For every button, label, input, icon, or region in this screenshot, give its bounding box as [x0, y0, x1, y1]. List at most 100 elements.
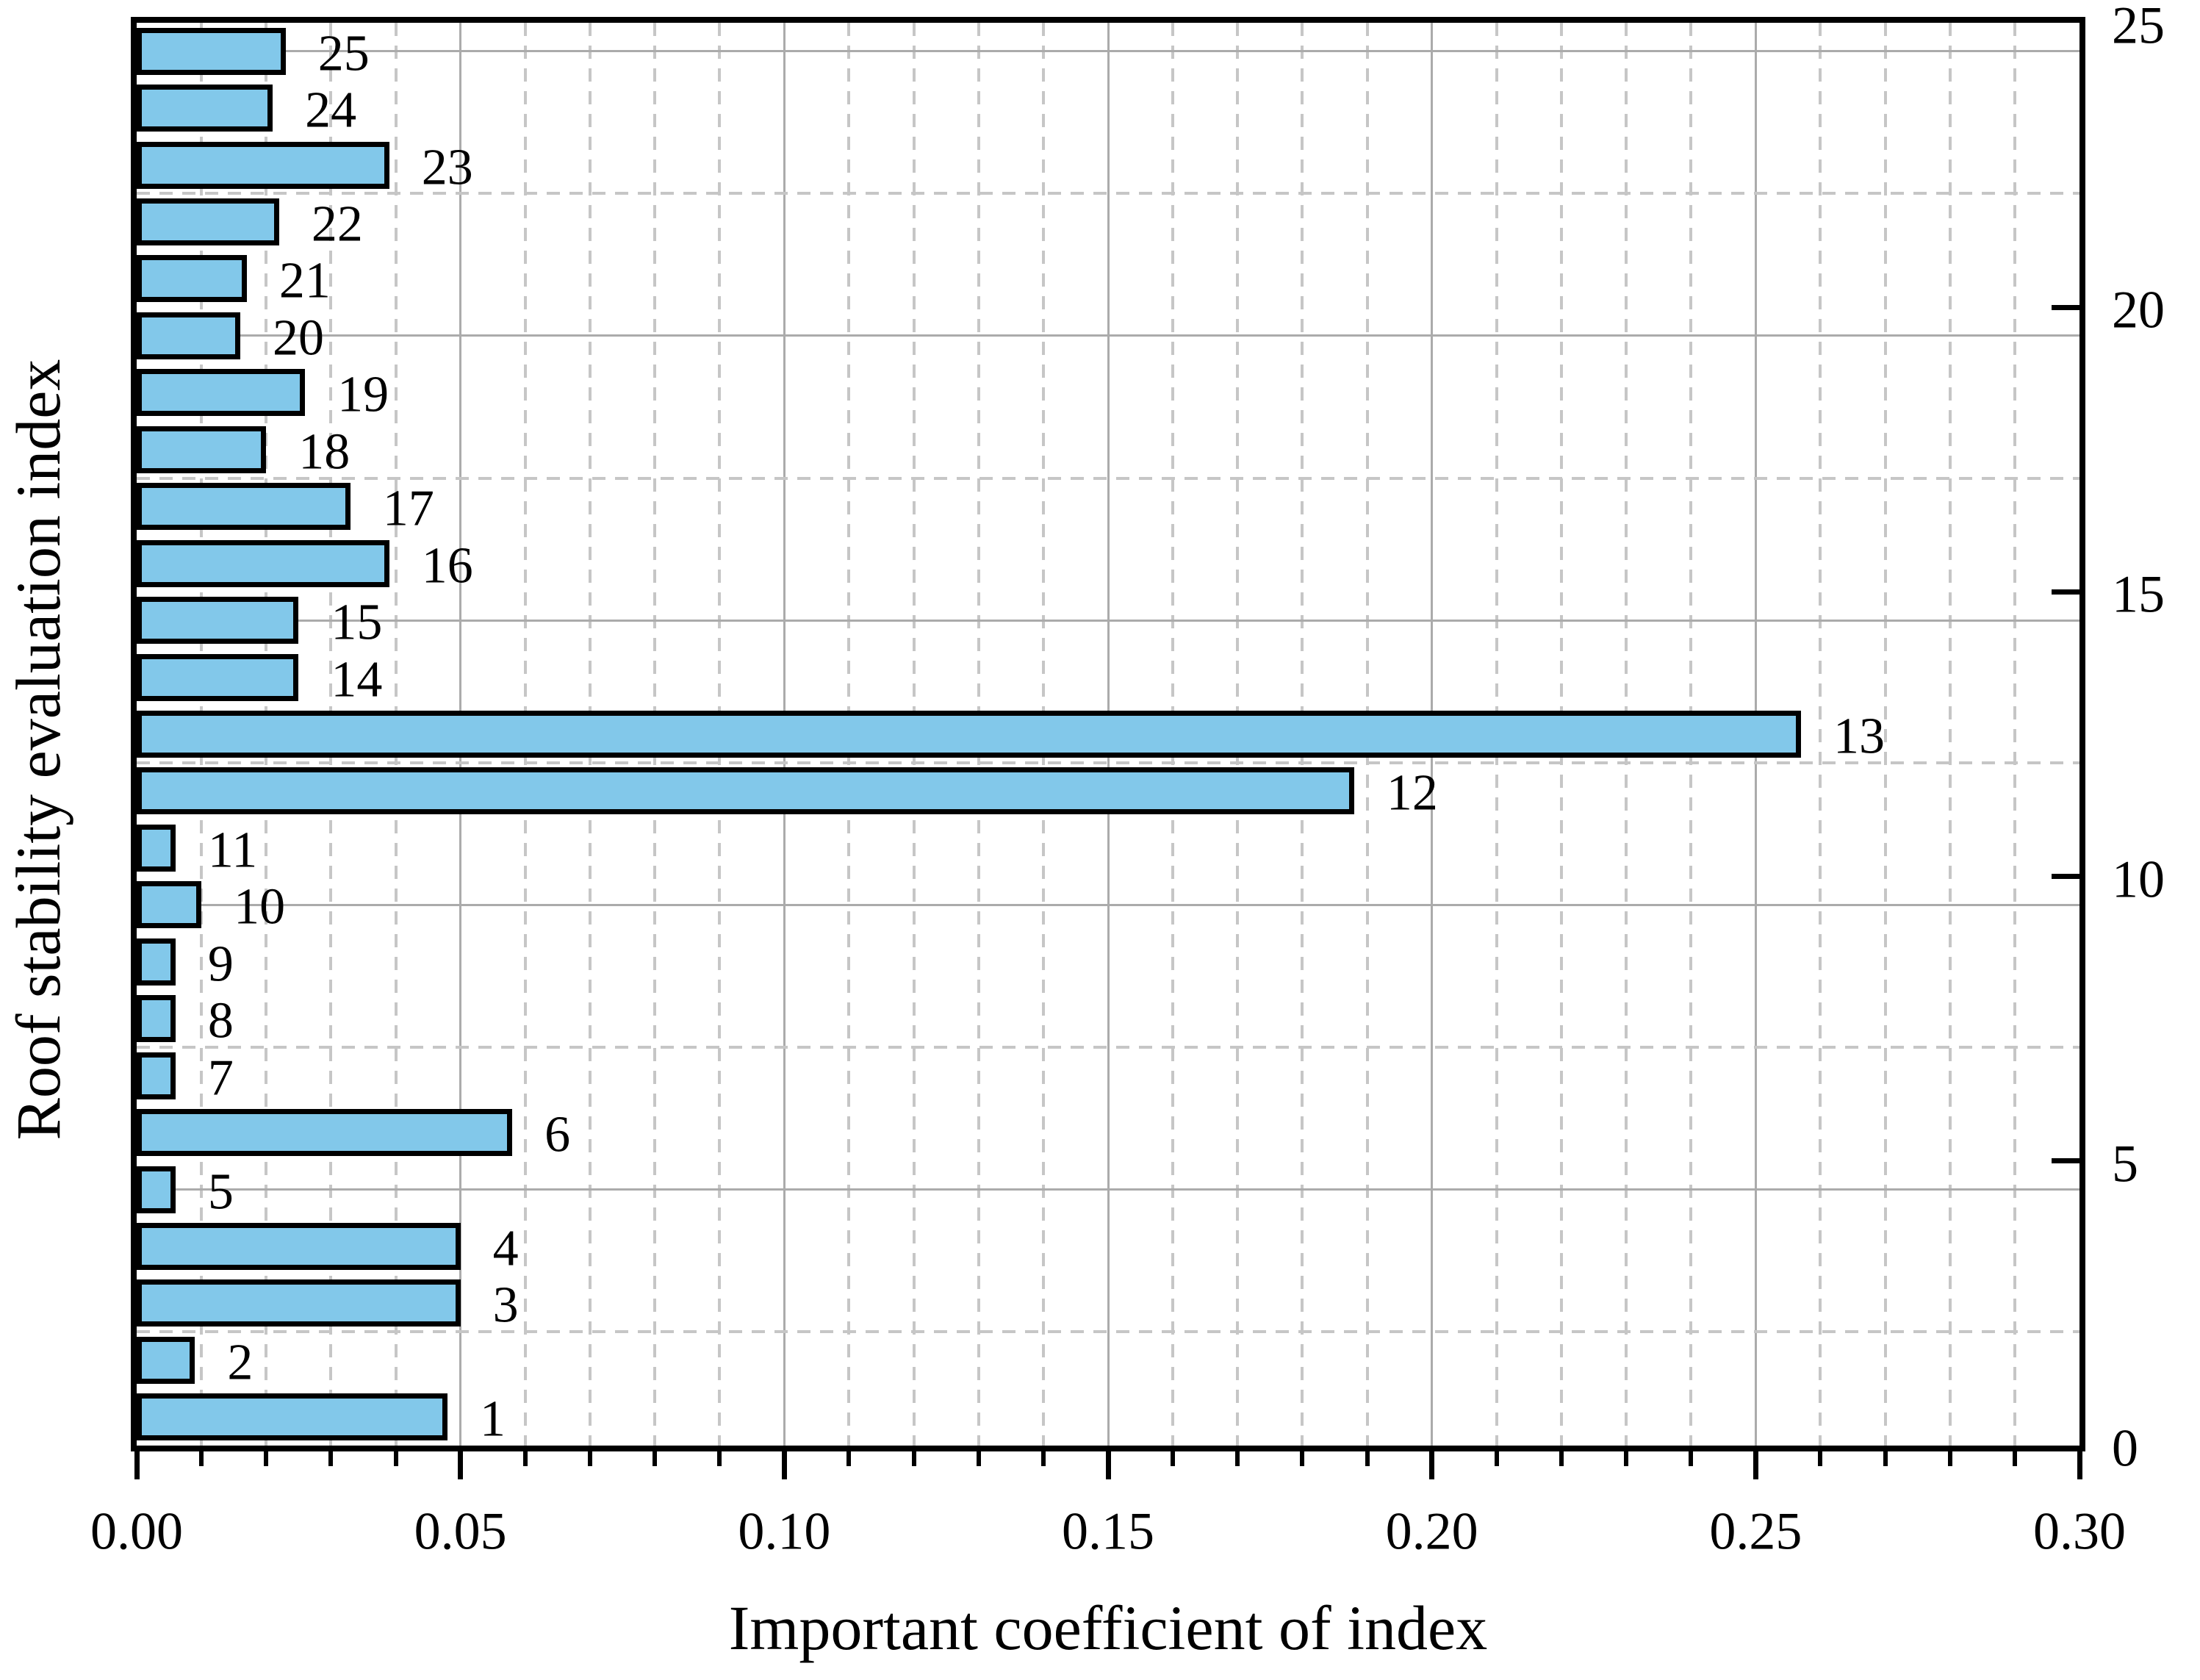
bar-label-22: 22 — [311, 195, 363, 253]
bar-label-2: 2 — [227, 1334, 254, 1391]
bar-2 — [137, 1336, 195, 1384]
x-minor-tick — [587, 1451, 592, 1466]
x-minor-tick — [976, 1451, 981, 1466]
y-right-tick-label: 10 — [2112, 850, 2165, 909]
x-minor-tick — [1689, 1451, 1694, 1466]
bar-label-20: 20 — [273, 309, 324, 367]
x-major-tick — [458, 1451, 464, 1479]
x-minor-tick — [846, 1451, 852, 1466]
y-right-major-tick — [2052, 304, 2079, 310]
x-minor-tick — [522, 1451, 528, 1466]
bar-label-21: 21 — [278, 252, 331, 309]
bar-label-11: 11 — [207, 822, 258, 879]
bar-20 — [137, 312, 240, 359]
grid-horizontal-solid — [137, 1188, 2079, 1191]
grid-vertical-dashed — [1948, 23, 1952, 1446]
bar-4 — [137, 1222, 461, 1270]
grid-horizontal-dashed — [137, 476, 2079, 480]
y-right-major-tick — [2052, 1158, 2079, 1164]
bar-label-3: 3 — [492, 1277, 519, 1334]
bar-label-17: 17 — [382, 480, 434, 537]
x-minor-tick — [653, 1451, 658, 1466]
grid-vertical-dashed — [2013, 23, 2016, 1446]
x-tick-label: 0.20 — [1385, 1501, 1478, 1561]
y-right-tick-label: 5 — [2112, 1134, 2138, 1193]
x-minor-tick — [199, 1451, 204, 1466]
bar-label-7: 7 — [207, 1049, 234, 1107]
bar-11 — [137, 824, 176, 872]
y-right-tick-label: 20 — [2112, 280, 2165, 340]
grid-vertical-dashed — [1883, 23, 1887, 1446]
grid-horizontal-dashed — [137, 1045, 2079, 1049]
bar-label-14: 14 — [331, 651, 383, 708]
bar-label-9: 9 — [207, 936, 234, 993]
bar-13 — [137, 711, 1801, 758]
x-minor-tick — [1300, 1451, 1305, 1466]
bar-7 — [137, 1052, 176, 1099]
y-right-major-tick — [2052, 874, 2079, 880]
x-minor-tick — [911, 1451, 916, 1466]
bar-label-23: 23 — [421, 139, 473, 196]
x-major-tick — [2077, 1451, 2082, 1479]
plot-frame — [131, 17, 2085, 1451]
grid-horizontal-dashed — [137, 1330, 2079, 1334]
bar-label-25: 25 — [317, 25, 370, 82]
bar-8 — [137, 995, 176, 1043]
grid-horizontal-solid — [137, 334, 2079, 337]
bar-label-10: 10 — [234, 878, 286, 936]
grid-horizontal-dashed — [137, 761, 2079, 764]
y-right-major-tick — [2052, 589, 2079, 595]
x-tick-label: 0.25 — [1709, 1501, 1802, 1561]
y-right-tick-label: 0 — [2112, 1418, 2138, 1478]
bar-16 — [137, 539, 389, 587]
x-minor-tick — [2012, 1451, 2017, 1466]
x-minor-tick — [264, 1451, 269, 1466]
bar-6 — [137, 1109, 512, 1157]
x-minor-tick — [1171, 1451, 1176, 1466]
x-minor-tick — [717, 1451, 722, 1466]
x-minor-tick — [1559, 1451, 1564, 1466]
grid-vertical-dashed — [1819, 23, 1822, 1446]
x-minor-tick — [328, 1451, 334, 1466]
bar-17 — [137, 483, 351, 531]
x-tick-label: 0.30 — [2033, 1501, 2126, 1561]
bar-12 — [137, 767, 1354, 815]
bar-22 — [137, 198, 279, 246]
x-minor-tick — [1494, 1451, 1499, 1466]
x-minor-tick — [1818, 1451, 1823, 1466]
bar-label-4: 4 — [492, 1220, 519, 1277]
x-tick-label: 0.00 — [90, 1501, 183, 1561]
bar-label-13: 13 — [1833, 708, 1886, 765]
bar-9 — [137, 938, 176, 986]
bar-23 — [137, 141, 389, 189]
bar-19 — [137, 369, 305, 417]
bar-15 — [137, 597, 298, 645]
bar-label-5: 5 — [207, 1163, 234, 1221]
y-right-tick-label: 25 — [2112, 0, 2165, 55]
bar-label-6: 6 — [544, 1106, 571, 1163]
x-major-tick — [1429, 1451, 1435, 1479]
x-major-tick — [781, 1451, 787, 1479]
bar-5 — [137, 1166, 176, 1213]
bar-3 — [137, 1279, 461, 1327]
x-minor-tick — [1883, 1451, 1888, 1466]
x-minor-tick — [1235, 1451, 1240, 1466]
bar-label-12: 12 — [1386, 764, 1438, 822]
bar-label-8: 8 — [207, 992, 234, 1049]
x-axis-title: Important coefficient of index — [728, 1593, 1488, 1663]
bar-label-19: 19 — [337, 366, 389, 423]
x-tick-label: 0.05 — [414, 1501, 507, 1561]
y-right-tick-label: 15 — [2112, 564, 2165, 624]
bar-14 — [137, 653, 298, 701]
x-minor-tick — [1365, 1451, 1370, 1466]
grid-horizontal-dashed — [137, 192, 2079, 195]
bar-label-1: 1 — [480, 1390, 506, 1448]
bar-21 — [137, 255, 247, 303]
x-minor-tick — [1040, 1451, 1046, 1466]
grid-horizontal-solid — [137, 619, 2079, 622]
bar-10 — [137, 881, 201, 929]
x-major-tick — [1753, 1451, 1758, 1479]
x-minor-tick — [393, 1451, 398, 1466]
grid-horizontal-solid — [137, 903, 2079, 906]
